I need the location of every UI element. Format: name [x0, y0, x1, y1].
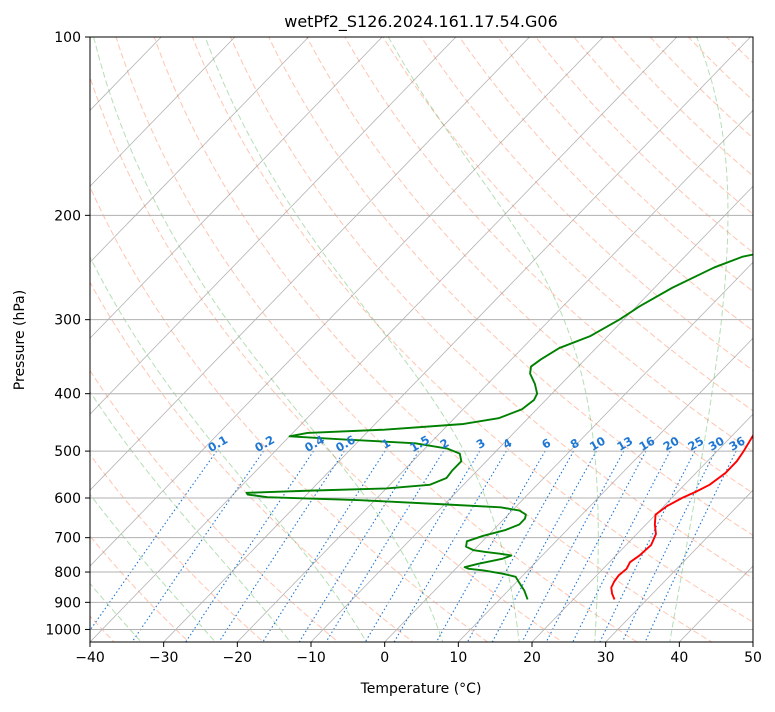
y-tick-label: 1000: [45, 622, 81, 638]
x-tick-label: −40: [75, 650, 105, 666]
x-tick-label: 30: [597, 650, 615, 666]
y-axis-label: Pressure (hPa): [12, 290, 28, 390]
y-tick-label: 300: [54, 313, 81, 329]
x-tick-label: −30: [149, 650, 179, 666]
y-tick-label: 700: [54, 531, 81, 547]
x-tick-label: 40: [670, 650, 688, 666]
y-tick-label: 800: [54, 565, 81, 581]
x-tick-label: −10: [296, 650, 326, 666]
x-tick-label: 50: [744, 650, 762, 666]
y-tick-label: 100: [54, 30, 81, 46]
x-tick-label: 0: [380, 650, 389, 666]
x-axis-label: Temperature (°C): [360, 681, 482, 697]
y-tick-label: 200: [54, 208, 81, 224]
y-tick-label: 400: [54, 387, 81, 403]
x-tick-label: 20: [523, 650, 541, 666]
x-tick-label: −20: [223, 650, 253, 666]
chart-title: wetPf2_S126.2024.161.17.54.G06: [284, 12, 558, 32]
y-tick-label: 500: [54, 444, 81, 460]
x-tick-label: 10: [449, 650, 467, 666]
y-tick-label: 600: [54, 491, 81, 507]
y-tick-label: 900: [54, 595, 81, 611]
